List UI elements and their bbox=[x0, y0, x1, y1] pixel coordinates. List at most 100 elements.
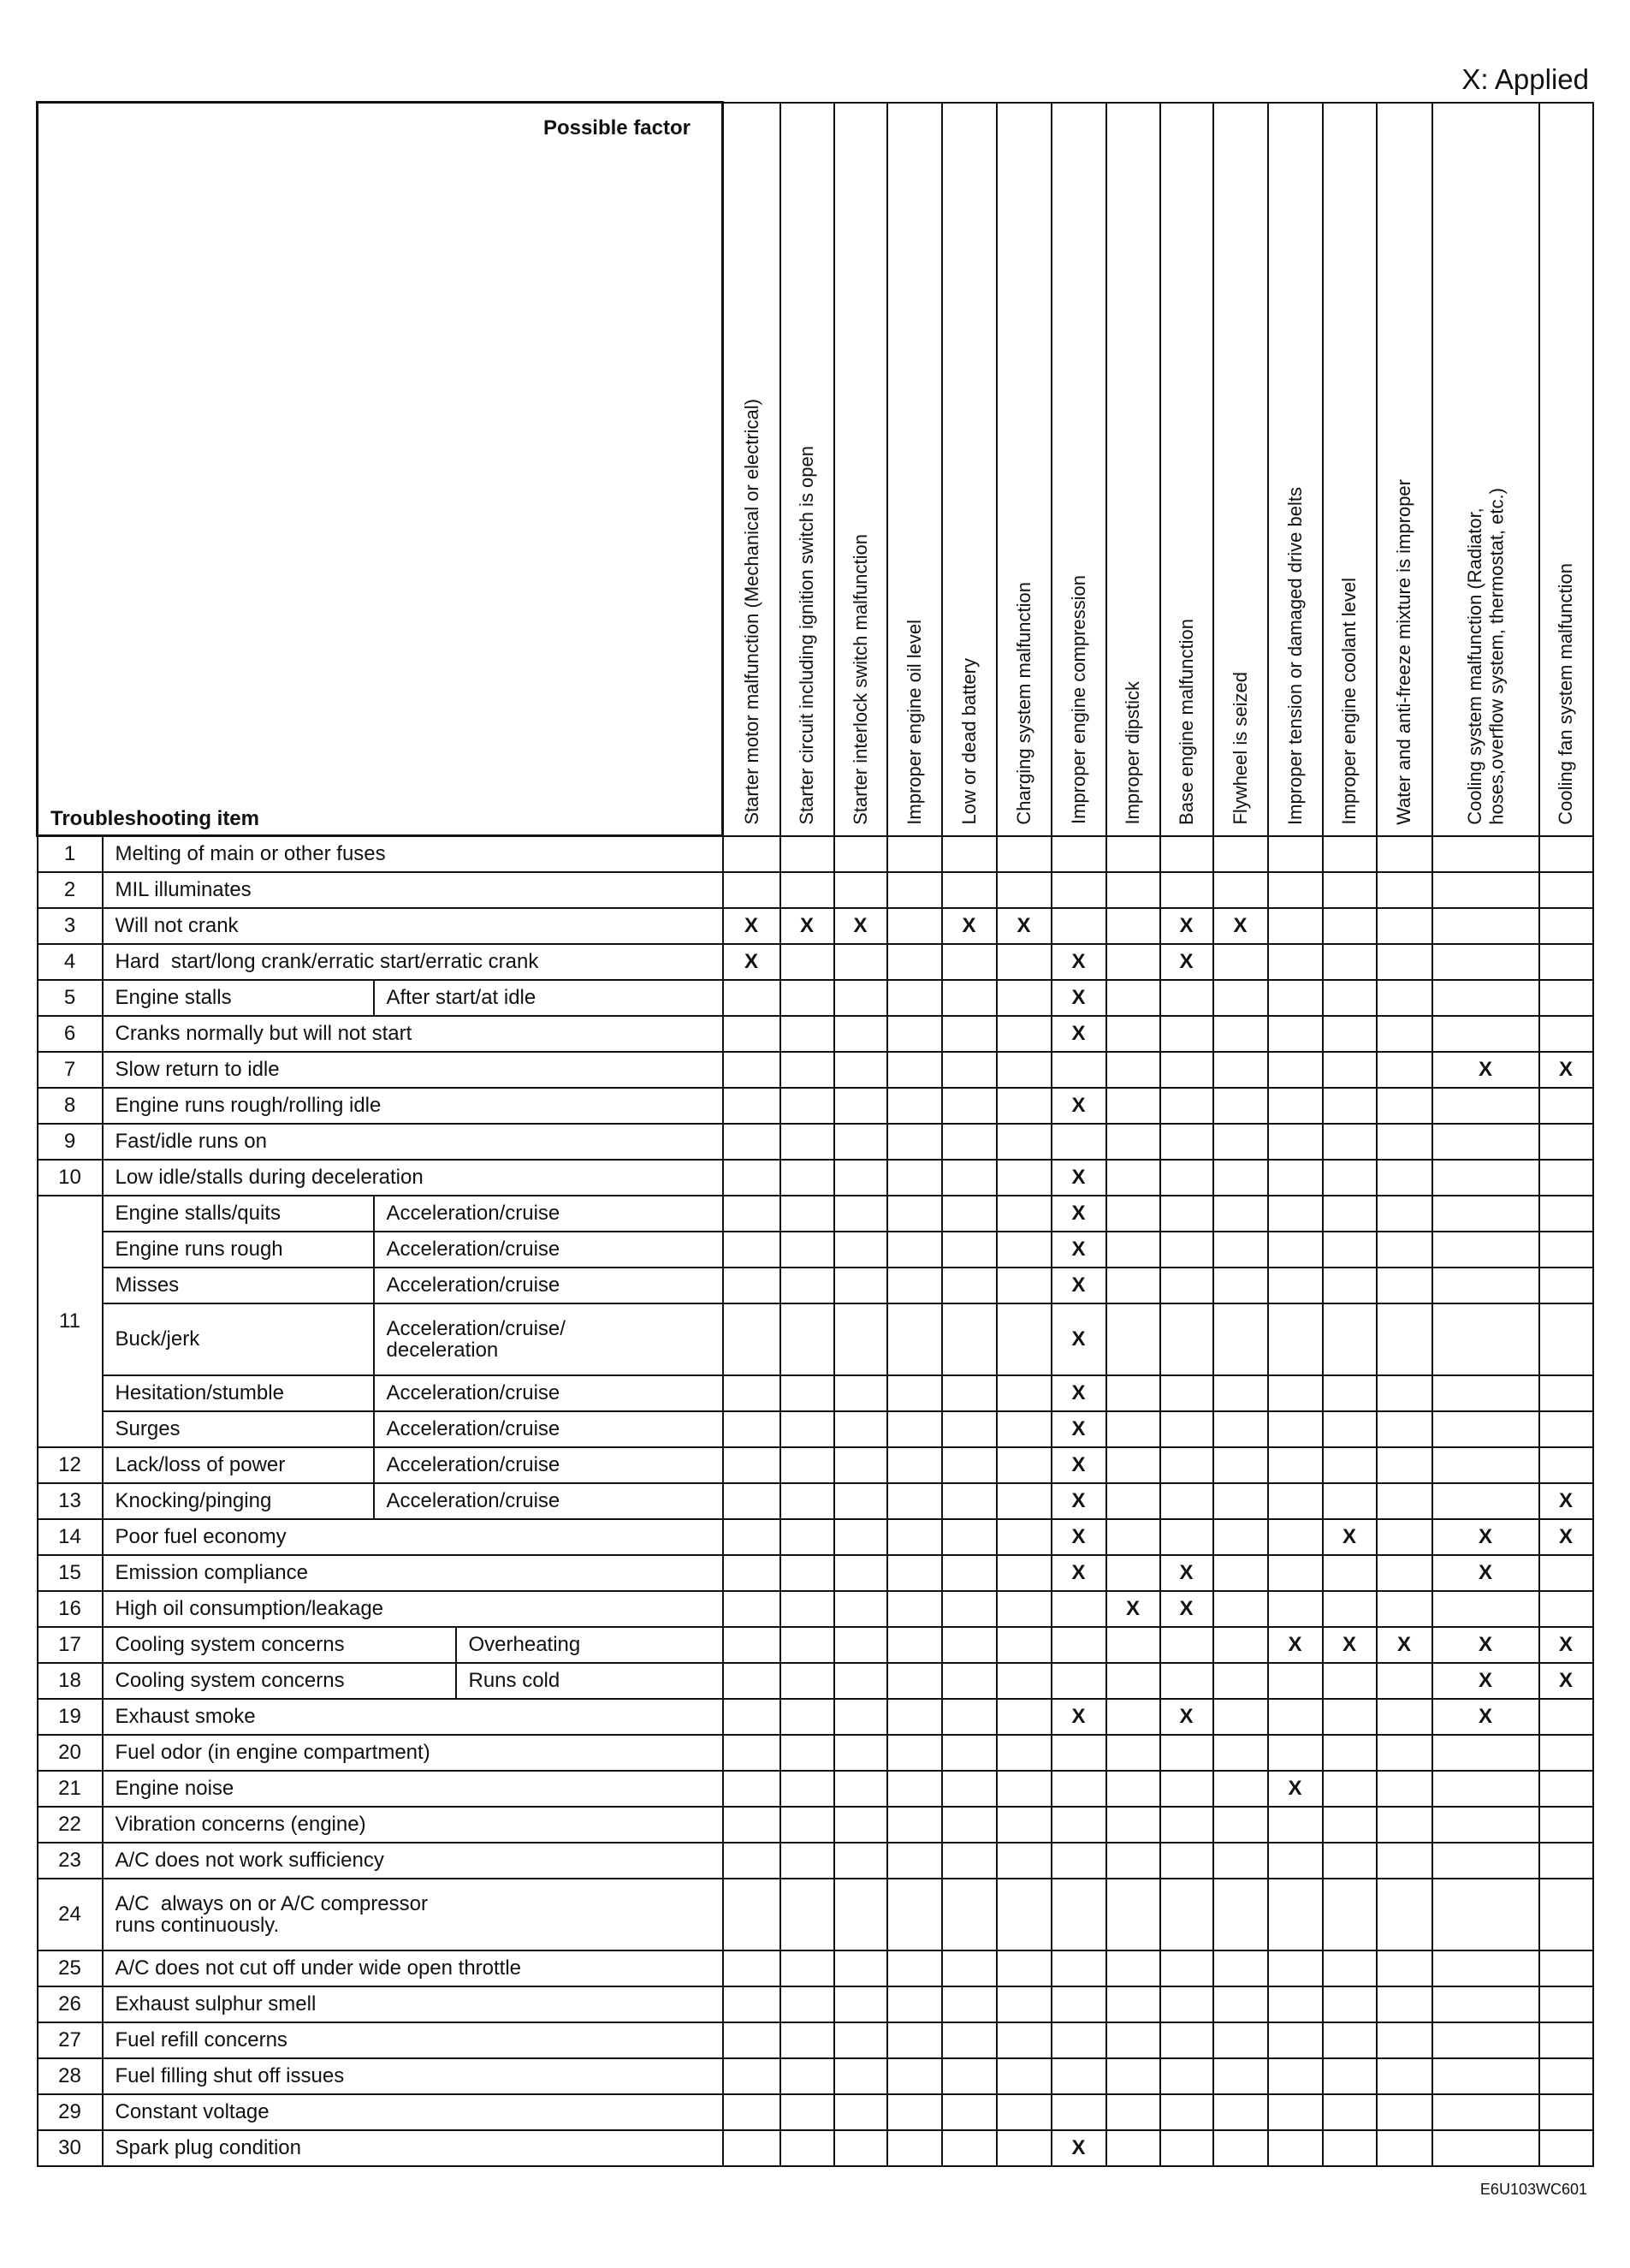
factor-cell bbox=[1431, 1303, 1540, 1376]
factor-cell bbox=[940, 1482, 998, 1520]
factor-cell bbox=[1375, 1734, 1433, 1772]
item-number: 26 bbox=[36, 1986, 104, 2023]
factor-cell bbox=[833, 1770, 888, 1808]
factor-cell bbox=[1321, 871, 1378, 909]
factor-cell bbox=[1375, 2057, 1433, 2095]
factor-cell bbox=[1159, 1446, 1214, 1484]
factor-label: Starter interlock switch malfunction bbox=[849, 533, 871, 825]
factor-cell bbox=[721, 1446, 781, 1484]
table-row: 6 Cranks normally but will not start X bbox=[36, 1015, 1594, 1053]
factor-cell bbox=[1050, 1051, 1107, 1089]
factor-cell bbox=[1431, 2093, 1540, 2131]
factor-cell bbox=[833, 2057, 888, 2095]
factor-cell bbox=[940, 1590, 998, 1628]
factor-cell bbox=[1375, 1590, 1433, 1628]
factor-cell bbox=[1375, 1087, 1433, 1125]
factor-cell bbox=[1105, 1195, 1161, 1232]
item-number: 23 bbox=[36, 1842, 104, 1879]
applied-mark: X bbox=[1050, 1410, 1107, 1448]
item-number: 11 bbox=[36, 1195, 104, 1448]
item-number: 30 bbox=[36, 2129, 104, 2167]
applied-mark: X bbox=[1159, 907, 1214, 945]
item-description: Cranks normally but will not start bbox=[101, 1015, 724, 1053]
factor-cell bbox=[1375, 2022, 1433, 2059]
item-number: 29 bbox=[36, 2093, 104, 2131]
item-description: A/C does not work sufficiency bbox=[101, 1842, 724, 1879]
factor-cell bbox=[995, 1554, 1052, 1592]
factor-label: Starter motor malfunction (Mechanical or… bbox=[740, 398, 762, 825]
item-description: Melting of main or other fuses bbox=[101, 834, 724, 873]
factor-cell bbox=[1212, 2093, 1269, 2131]
item-number: 17 bbox=[36, 1626, 104, 1664]
item-description: A/C does not cut off under wide open thr… bbox=[101, 1950, 724, 1987]
factor-label: Water and anti-freeze mixture is imprope… bbox=[1393, 478, 1415, 825]
factor-header: Improper engine coolant level bbox=[1321, 101, 1378, 837]
item-condition: Acceleration/cruise bbox=[372, 1267, 724, 1304]
table-row: 24 A/C always on or A/C compressor runs c… bbox=[36, 1878, 1594, 1951]
factor-cell bbox=[1266, 1267, 1324, 1304]
factor-cell bbox=[1050, 1770, 1107, 1808]
factor-cell bbox=[1159, 2129, 1214, 2167]
item-description: Fuel refill concerns bbox=[101, 2022, 724, 2059]
factor-cell bbox=[1212, 1698, 1269, 1736]
factor-cell bbox=[886, 1590, 943, 1628]
item-description: Exhaust smoke bbox=[101, 1698, 724, 1736]
factor-cell bbox=[1105, 2057, 1161, 2095]
applied-mark: X bbox=[1159, 1554, 1214, 1592]
item-number: 7 bbox=[36, 1051, 104, 1089]
item-description: Fast/idle runs on bbox=[101, 1123, 724, 1161]
item-description: Knocking/pinging bbox=[101, 1482, 375, 1520]
factor-cell bbox=[1266, 1446, 1324, 1484]
factor-cell bbox=[1431, 1410, 1540, 1448]
factor-cell bbox=[1050, 1842, 1107, 1879]
factor-label: Improper engine compression bbox=[1067, 575, 1089, 825]
factor-header: Cooling fan system malfunction bbox=[1538, 101, 1594, 837]
factor-cell bbox=[1266, 1554, 1324, 1592]
factor-cell bbox=[1212, 1159, 1269, 1196]
factor-cell bbox=[721, 1518, 781, 1556]
factor-cell bbox=[833, 1159, 888, 1196]
factor-cell bbox=[886, 1554, 943, 1592]
factor-cell bbox=[886, 907, 943, 945]
factor-cell bbox=[1321, 1806, 1378, 1843]
factor-cell bbox=[1431, 1267, 1540, 1304]
factor-cell bbox=[833, 1806, 888, 1843]
factor-cell bbox=[886, 834, 943, 873]
factor-cell bbox=[1266, 834, 1324, 873]
applied-mark: X bbox=[1266, 1626, 1324, 1664]
factor-cell bbox=[779, 1123, 835, 1161]
factor-cell bbox=[779, 1195, 835, 1232]
item-description: Engine stalls bbox=[101, 979, 375, 1017]
table-row: 27 Fuel refill concerns bbox=[36, 2022, 1594, 2059]
factor-cell bbox=[940, 1770, 998, 1808]
item-condition: Overheating bbox=[454, 1626, 724, 1664]
factor-cell bbox=[1266, 1374, 1324, 1412]
applied-mark: X bbox=[1431, 1662, 1540, 1700]
factor-cell bbox=[1159, 1770, 1214, 1808]
factor-cell bbox=[886, 1303, 943, 1376]
item-description: Cooling system concerns bbox=[101, 1626, 457, 1664]
factor-cell bbox=[1431, 1842, 1540, 1879]
factor-cell bbox=[1538, 2022, 1594, 2059]
factor-cell bbox=[1431, 1446, 1540, 1484]
applied-mark: X bbox=[721, 943, 781, 981]
factor-cell bbox=[995, 1303, 1052, 1376]
factor-cell bbox=[1321, 1482, 1378, 1520]
factor-cell bbox=[886, 1123, 943, 1161]
factor-cell bbox=[1321, 1590, 1378, 1628]
factor-cell bbox=[886, 1626, 943, 1664]
item-condition: Acceleration/cruise bbox=[372, 1410, 724, 1448]
factor-cell bbox=[1105, 943, 1161, 981]
factor-cell bbox=[1266, 1123, 1324, 1161]
factor-cell bbox=[1159, 871, 1214, 909]
factor-cell bbox=[1212, 2129, 1269, 2167]
factor-cell bbox=[886, 1842, 943, 1879]
factor-cell bbox=[995, 1051, 1052, 1089]
factor-cell bbox=[1266, 1015, 1324, 1053]
item-condition: Acceleration/cruise bbox=[372, 1195, 724, 1232]
factor-cell bbox=[833, 1878, 888, 1951]
applied-mark: X bbox=[1050, 1015, 1107, 1053]
factor-cell bbox=[1538, 1267, 1594, 1304]
factor-cell bbox=[1431, 1734, 1540, 1772]
factor-cell bbox=[1212, 2022, 1269, 2059]
